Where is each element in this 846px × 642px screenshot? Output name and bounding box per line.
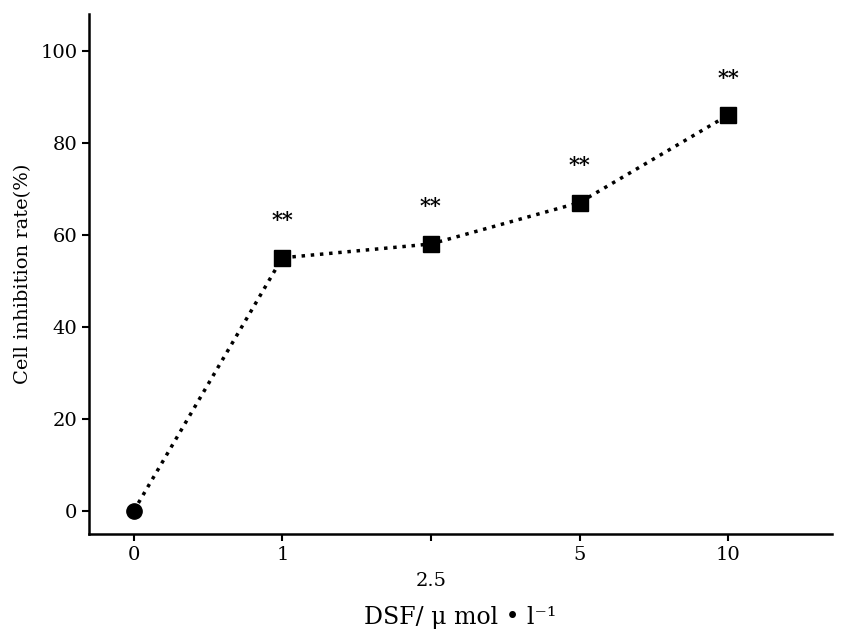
Text: **: ** (420, 196, 442, 216)
X-axis label: DSF/ μ mol • l⁻¹: DSF/ μ mol • l⁻¹ (365, 607, 557, 629)
Text: **: ** (717, 67, 739, 87)
Y-axis label: Cell inhibition rate(%): Cell inhibition rate(%) (14, 164, 32, 384)
Text: **: ** (272, 210, 294, 230)
Text: **: ** (569, 155, 591, 175)
